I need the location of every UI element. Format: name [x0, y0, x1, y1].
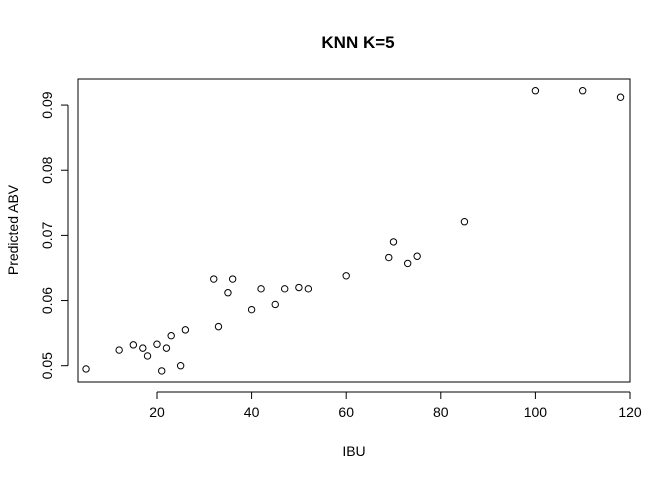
plot-frame	[77, 78, 631, 383]
data-point	[176, 362, 185, 370]
data-point	[531, 87, 540, 95]
data-point	[403, 259, 412, 268]
data-point	[167, 332, 175, 340]
y-tick-label: 0.08	[39, 156, 55, 183]
x-tick-label: 100	[524, 404, 548, 420]
data-point	[153, 340, 161, 348]
data-point	[181, 326, 190, 334]
y-tick-label: 0.07	[39, 222, 55, 249]
x-tick-label: 40	[244, 404, 260, 420]
y-tick-label: 0.05	[39, 352, 55, 379]
data-point	[115, 346, 123, 354]
data-point	[304, 285, 313, 293]
data-points	[82, 87, 625, 375]
data-point	[158, 367, 166, 375]
data-point	[389, 238, 398, 246]
data-point	[139, 344, 147, 352]
x-tick-label: 80	[433, 404, 449, 420]
x-axis: 20 40 60 80 100 120	[149, 391, 642, 420]
x-axis-label: IBU	[342, 443, 365, 459]
x-tick-label: 120	[618, 404, 642, 420]
data-point	[82, 365, 90, 373]
data-point	[214, 322, 223, 331]
data-point	[271, 300, 279, 309]
data-point	[385, 253, 393, 262]
data-point	[460, 218, 469, 226]
data-point	[342, 272, 350, 280]
data-point	[129, 341, 138, 349]
x-tick-label: 20	[149, 404, 165, 420]
data-point	[228, 275, 237, 283]
data-point	[578, 87, 587, 95]
data-point	[281, 285, 289, 293]
data-point	[616, 93, 625, 101]
y-tick-label: 0.09	[39, 91, 55, 118]
x-tick-label: 60	[338, 404, 354, 420]
y-tick-label: 0.06	[39, 287, 55, 314]
data-point	[143, 352, 152, 360]
data-point	[210, 275, 218, 283]
data-point	[295, 283, 303, 292]
y-axis: 0.05 0.06 0.07 0.08 0.09	[39, 91, 69, 379]
data-point	[224, 289, 232, 297]
chart-title: KNN K=5	[321, 33, 394, 52]
data-point	[162, 344, 171, 352]
y-axis-label: Predicted ABV	[5, 184, 21, 275]
data-point	[257, 285, 265, 293]
data-point	[413, 252, 421, 260]
data-point	[247, 305, 256, 314]
